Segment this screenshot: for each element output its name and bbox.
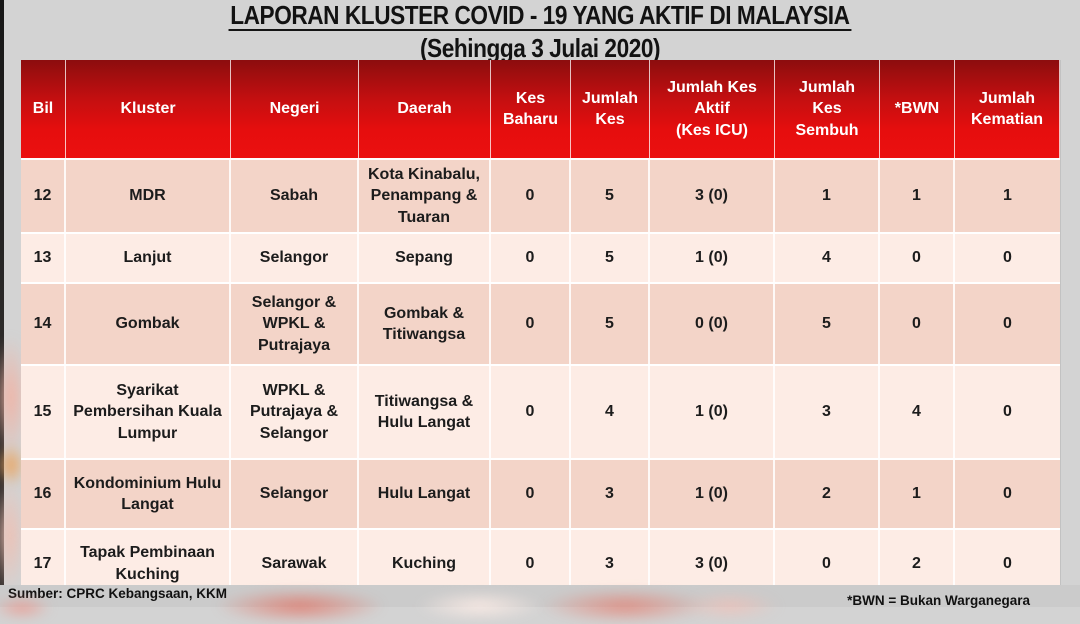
- column-header-jumlah-kematian: Jumlah Kematian: [955, 60, 1060, 158]
- cell-bwn: 0: [880, 234, 955, 282]
- cell-bil: 17: [21, 530, 66, 597]
- table-body: 12 MDR Sabah Kota Kinabalu, Penampang & Tua…: [21, 160, 1060, 599]
- cell-negeri: Sarawak: [231, 530, 359, 597]
- column-header-negeri: Negeri: [231, 60, 359, 158]
- cell-kluster: Syarikat Pembersihan Kuala Lumpur: [66, 366, 231, 458]
- cell-daerah: Gombak & Titiwangsa: [359, 284, 491, 364]
- cell-bil: 12: [21, 160, 66, 232]
- cell-negeri: Sabah: [231, 160, 359, 232]
- table-row: 16 Kondominium Hulu Langat Selangor Hulu La…: [21, 460, 1060, 530]
- cell-negeri: WPKL & Putrajaya & Selangor: [231, 366, 359, 458]
- cell-jumlah-kes-aktif: 0 (0): [650, 284, 775, 364]
- cell-daerah: Kota Kinabalu, Penampang & Tuaran: [359, 160, 491, 232]
- cell-kes-baharu: 0: [491, 460, 571, 528]
- cell-kes-baharu: 0: [491, 160, 571, 232]
- cell-bil: 13: [21, 234, 66, 282]
- table-row: 13 Lanjut Selangor Sepang 0 5 1 (0) 4 0 0: [21, 234, 1060, 284]
- cell-jumlah-kes-aktif: 1 (0): [650, 460, 775, 528]
- cell-bwn: 0: [880, 284, 955, 364]
- cell-daerah: Sepang: [359, 234, 491, 282]
- footer-strip: Sumber: CPRC Kebangsaan, KKM *BWN = Buka…: [0, 585, 1080, 608]
- report-title-line1: LAPORAN KLUSTER COVID - 19 YANG AKTIF DI…: [228, 0, 852, 31]
- cell-kluster: Gombak: [66, 284, 231, 364]
- column-header-daerah: Daerah: [359, 60, 491, 158]
- cell-kes-baharu: 0: [491, 366, 571, 458]
- cell-bwn: 1: [880, 160, 955, 232]
- cell-bwn: 2: [880, 530, 955, 597]
- cell-jumlah-kematian: 0: [1003, 403, 1012, 421]
- table-row: 15 Syarikat Pembersihan Kuala Lumpur WPKL …: [21, 366, 1060, 460]
- column-header-jumlah-kes: Jumlah Kes: [571, 60, 650, 158]
- column-header-kluster: Kluster: [66, 60, 231, 158]
- cell-jumlah-kes: 3: [571, 460, 650, 528]
- covid-cluster-table: Bil Kluster Negeri Daerah Kes Baharu Jumlah K…: [21, 60, 1061, 599]
- column-header-jumlah-kes-sembuh: Jumlah Kes Sembuh: [775, 60, 880, 158]
- cell-jumlah-kes-sembuh: 5: [775, 284, 880, 364]
- cell-jumlah-kes: 5: [571, 234, 650, 282]
- cell-jumlah-kes: 5: [571, 284, 650, 364]
- cell-bil: 15: [21, 366, 66, 458]
- cell-negeri: Selangor: [231, 460, 359, 528]
- cell-kes-baharu: 0: [491, 234, 571, 282]
- report-title: LAPORAN KLUSTER COVID - 19 YANG AKTIF DI…: [0, 1, 1080, 67]
- cell-jumlah-kes-sembuh: 4: [775, 234, 880, 282]
- cell-jumlah-kes-sembuh: 3: [775, 366, 880, 458]
- cell-negeri: Selangor: [231, 234, 359, 282]
- column-header-jumlah-kes-aktif: Jumlah Kes Aktif (Kes ICU): [650, 60, 775, 158]
- cell-kluster: Lanjut: [66, 234, 231, 282]
- cell-jumlah-kematian: 0: [1003, 554, 1012, 572]
- bwn-legend: *BWN = Bukan Warganegara: [847, 593, 1030, 608]
- cell-bwn: 4: [880, 366, 955, 458]
- cell-kes-baharu: 0: [491, 284, 571, 364]
- cell-jumlah-kes: 5: [571, 160, 650, 232]
- table-row: 12 MDR Sabah Kota Kinabalu, Penampang & Tua…: [21, 160, 1060, 234]
- cell-kes-baharu: 0: [491, 530, 571, 597]
- cell-daerah: Kuching: [359, 530, 491, 597]
- cell-daerah: Titiwangsa & Hulu Langat: [359, 366, 491, 458]
- column-header-kes-baharu: Kes Baharu: [491, 60, 571, 158]
- cell-jumlah-kematian: 0: [1003, 249, 1012, 267]
- cell-kluster: Tapak Pembinaan Kuching: [66, 530, 231, 597]
- cell-jumlah-kematian: 1: [1003, 187, 1012, 205]
- cell-jumlah-kes: 3: [571, 530, 650, 597]
- cell-jumlah-kes: 4: [571, 366, 650, 458]
- cell-bil: 14: [21, 284, 66, 364]
- cell-jumlah-kes-aktif: 3 (0): [650, 530, 775, 597]
- screen-left-edge: [0, 0, 4, 607]
- cell-jumlah-kematian: 0: [1003, 315, 1012, 333]
- cell-daerah: Hulu Langat: [359, 460, 491, 528]
- source-note: Sumber: CPRC Kebangsaan, KKM: [8, 586, 228, 601]
- table-row: 14 Gombak Selangor & WPKL & Putrajaya Gomba…: [21, 284, 1060, 366]
- cell-jumlah-kes-aktif: 1 (0): [650, 234, 775, 282]
- cell-kluster: MDR: [66, 160, 231, 232]
- cell-jumlah-kes-sembuh: 2: [775, 460, 880, 528]
- table-header-row: Bil Kluster Negeri Daerah Kes Baharu Jumlah K…: [21, 60, 1060, 160]
- cell-kluster: Kondominium Hulu Langat: [66, 460, 231, 528]
- cell-jumlah-kes-aktif: 1 (0): [650, 366, 775, 458]
- cell-jumlah-kes-aktif: 3 (0): [650, 160, 775, 232]
- column-header-bil: Bil: [21, 60, 66, 158]
- cell-jumlah-kematian: 0: [1003, 485, 1012, 503]
- cell-jumlah-kes-sembuh: 0: [775, 530, 880, 597]
- cell-bwn: 1: [880, 460, 955, 528]
- column-header-bwn: *BWN: [880, 60, 955, 158]
- cell-bil: 16: [21, 460, 66, 528]
- cell-negeri: Selangor & WPKL & Putrajaya: [231, 284, 359, 364]
- cell-jumlah-kes-sembuh: 1: [775, 160, 880, 232]
